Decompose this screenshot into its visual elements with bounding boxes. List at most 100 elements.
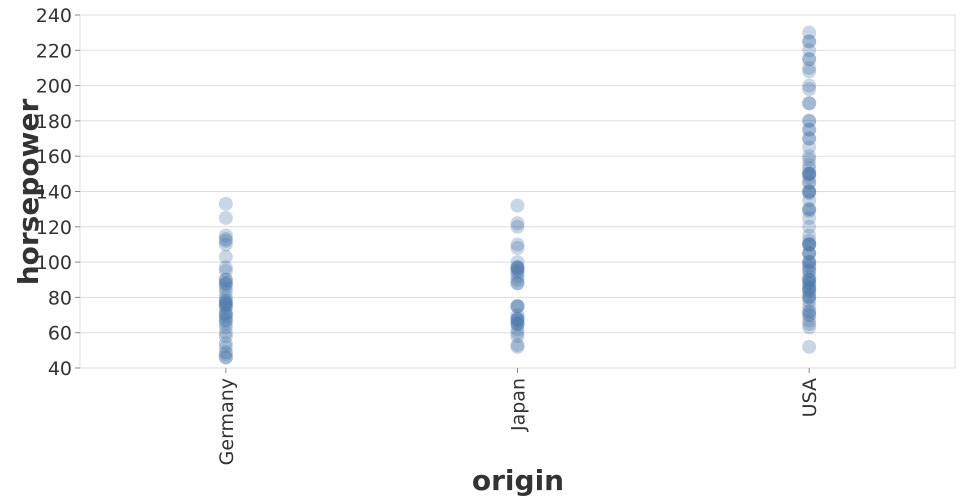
data-point xyxy=(802,304,817,319)
data-point xyxy=(802,246,817,261)
data-point xyxy=(802,193,817,208)
data-point xyxy=(802,269,817,284)
data-point xyxy=(802,255,817,270)
data-point xyxy=(802,228,817,243)
data-point xyxy=(510,219,525,234)
data-point xyxy=(218,297,233,312)
data-point xyxy=(802,184,817,199)
data-point xyxy=(218,237,233,252)
data-point xyxy=(218,263,233,278)
data-point xyxy=(218,300,233,315)
data-point xyxy=(802,288,817,303)
data-point xyxy=(510,237,525,252)
data-point xyxy=(218,325,233,340)
y-tick-label: 140 xyxy=(36,182,72,204)
data-point xyxy=(802,175,817,190)
y-tick-label: 40 xyxy=(48,358,72,380)
data-point xyxy=(510,262,525,277)
data-point xyxy=(510,316,525,331)
y-tick-label: 120 xyxy=(36,217,72,239)
data-point xyxy=(802,203,817,218)
data-point xyxy=(510,216,525,231)
data-point xyxy=(802,316,817,331)
data-point xyxy=(218,309,233,324)
data-point xyxy=(802,276,817,291)
data-point xyxy=(802,283,817,298)
data-point xyxy=(802,308,817,323)
data-point xyxy=(802,246,817,261)
data-point xyxy=(510,198,525,213)
data-point xyxy=(802,52,817,67)
data-point xyxy=(510,260,525,275)
data-point xyxy=(802,184,817,199)
data-point xyxy=(510,255,525,270)
data-point xyxy=(510,338,525,353)
data-point xyxy=(510,276,525,291)
data-point xyxy=(218,232,233,247)
data-point xyxy=(802,166,817,181)
data-point xyxy=(802,246,817,261)
data-point xyxy=(802,279,817,294)
x-tick-label: Germany xyxy=(216,378,238,465)
data-point xyxy=(218,329,233,344)
data-point xyxy=(510,272,525,287)
data-point xyxy=(510,299,525,314)
data-point xyxy=(802,149,817,164)
data-point xyxy=(510,316,525,331)
data-point xyxy=(802,237,817,252)
y-tick-label: 60 xyxy=(48,323,72,345)
data-point xyxy=(218,278,233,293)
y-tick-label: 240 xyxy=(36,5,72,27)
data-point xyxy=(218,281,233,296)
data-point xyxy=(218,306,233,321)
data-point xyxy=(218,272,233,287)
data-point xyxy=(802,281,817,296)
data-point xyxy=(802,96,817,111)
data-point xyxy=(802,237,817,252)
data-point xyxy=(510,276,525,291)
data-point xyxy=(802,158,817,173)
data-point xyxy=(802,313,817,328)
data-point xyxy=(802,258,817,273)
data-point xyxy=(802,170,817,185)
data-point xyxy=(218,345,233,360)
data-point xyxy=(802,166,817,181)
y-axis-title: horsepower xyxy=(12,99,45,286)
data-point xyxy=(218,196,233,211)
data-point xyxy=(802,82,817,97)
data-point xyxy=(218,339,233,354)
data-point xyxy=(218,313,233,328)
data-point xyxy=(802,260,817,275)
data-point xyxy=(510,299,525,314)
data-point xyxy=(802,131,817,146)
data-point xyxy=(802,308,817,323)
data-point xyxy=(802,237,817,252)
data-point xyxy=(802,202,817,217)
data-point xyxy=(218,228,233,243)
y-tick-label: 220 xyxy=(36,40,72,62)
data-point xyxy=(218,293,233,308)
data-point xyxy=(802,64,817,79)
data-point xyxy=(218,260,233,275)
x-axis-title: origin xyxy=(472,464,564,497)
data-point xyxy=(802,202,817,217)
data-point xyxy=(218,316,233,331)
data-point xyxy=(218,272,233,287)
data-point xyxy=(802,299,817,314)
y-tick-label: 160 xyxy=(36,146,72,168)
data-point xyxy=(218,299,233,314)
data-point xyxy=(218,350,233,365)
data-point xyxy=(802,113,817,128)
data-point xyxy=(802,34,817,49)
data-point xyxy=(510,263,525,278)
data-point xyxy=(802,52,817,67)
data-point xyxy=(510,265,525,280)
data-point xyxy=(802,34,817,49)
data-point xyxy=(510,311,525,326)
data-point xyxy=(802,272,817,287)
data-point xyxy=(510,311,525,326)
data-point xyxy=(218,276,233,291)
data-point xyxy=(218,210,233,225)
data-point xyxy=(218,346,233,361)
